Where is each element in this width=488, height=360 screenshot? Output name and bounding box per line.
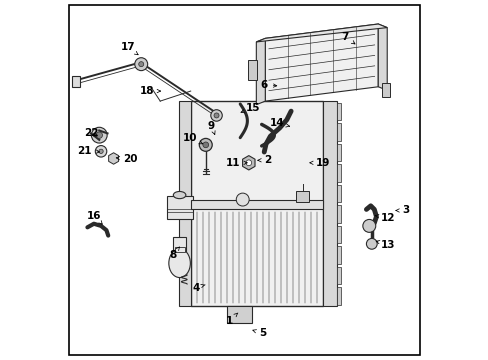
Text: 17: 17	[120, 42, 138, 55]
Bar	[190, 200, 323, 209]
Text: 13: 13	[375, 239, 394, 249]
Bar	[336, 103, 341, 120]
Polygon shape	[378, 24, 386, 90]
Bar	[174, 247, 184, 252]
Polygon shape	[265, 24, 378, 101]
Text: 1: 1	[225, 313, 237, 325]
Bar	[72, 76, 80, 87]
Text: 14: 14	[269, 118, 289, 128]
Text: 11: 11	[225, 158, 247, 168]
Circle shape	[236, 193, 249, 206]
Text: 19: 19	[309, 158, 330, 168]
Text: 4: 4	[192, 283, 204, 293]
Text: 8: 8	[169, 247, 179, 260]
Bar	[381, 83, 389, 97]
Bar	[336, 144, 341, 161]
Circle shape	[199, 138, 212, 151]
Circle shape	[99, 149, 103, 153]
Circle shape	[91, 127, 107, 143]
Bar	[336, 246, 341, 264]
Bar	[172, 237, 186, 252]
Bar	[336, 185, 341, 202]
Bar	[336, 123, 341, 141]
Circle shape	[95, 145, 106, 157]
Text: 22: 22	[83, 128, 98, 138]
Text: 21: 21	[78, 145, 99, 156]
Bar	[190, 101, 323, 306]
Text: 2: 2	[257, 155, 271, 165]
Bar	[336, 267, 341, 284]
Ellipse shape	[168, 249, 190, 278]
Circle shape	[210, 110, 222, 121]
Bar	[336, 226, 341, 243]
Text: 10: 10	[183, 133, 202, 144]
Circle shape	[203, 142, 208, 148]
Text: 20: 20	[116, 154, 138, 164]
Bar	[167, 196, 192, 220]
Circle shape	[362, 220, 375, 232]
Circle shape	[135, 58, 147, 71]
Circle shape	[96, 132, 102, 138]
Bar	[336, 205, 341, 223]
Ellipse shape	[173, 192, 185, 199]
Text: 18: 18	[140, 86, 160, 96]
Bar	[336, 164, 341, 182]
Text: 15: 15	[241, 103, 260, 113]
Text: 6: 6	[260, 80, 276, 90]
Polygon shape	[256, 24, 386, 42]
Text: 12: 12	[374, 213, 394, 222]
Text: 16: 16	[87, 211, 102, 224]
Text: 9: 9	[207, 121, 215, 134]
Bar	[296, 191, 308, 202]
Bar	[247, 60, 257, 80]
Text: 7: 7	[341, 32, 354, 44]
Text: 3: 3	[395, 206, 409, 216]
Circle shape	[366, 238, 376, 249]
Circle shape	[139, 62, 143, 67]
Bar	[336, 287, 341, 305]
Bar	[226, 306, 252, 323]
Bar	[179, 101, 190, 306]
Circle shape	[245, 160, 251, 166]
Circle shape	[214, 113, 219, 118]
Polygon shape	[256, 39, 265, 105]
Text: 5: 5	[252, 328, 265, 338]
Bar	[323, 101, 336, 306]
